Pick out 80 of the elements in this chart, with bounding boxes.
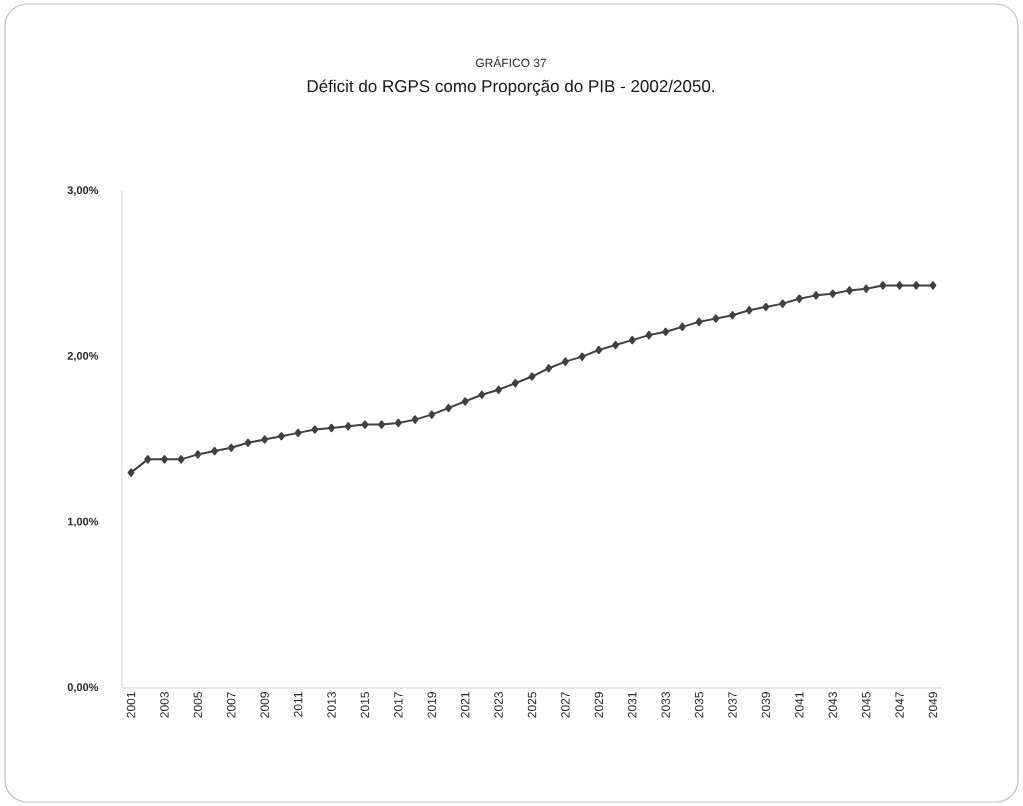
x-tick-label: 2017 — [394, 692, 403, 718]
point — [846, 286, 853, 295]
x-tick-label: 2037 — [728, 692, 737, 718]
y-tick-label: 3,00% — [67, 186, 99, 196]
point — [244, 438, 252, 447]
x-tick-label: 2031 — [628, 692, 637, 718]
x-tick-label: 2011 — [293, 692, 303, 717]
x-tick-label: 2029 — [594, 692, 604, 718]
point — [278, 431, 285, 441]
x-tick-label: 2021 — [460, 692, 470, 718]
point — [177, 455, 185, 464]
point — [645, 330, 653, 340]
point — [495, 385, 502, 394]
point — [762, 302, 770, 312]
point — [879, 281, 887, 290]
point — [829, 289, 837, 298]
x-tick-label: 2009 — [260, 692, 269, 718]
point — [461, 397, 469, 406]
x-tick-label: 2041 — [795, 692, 804, 718]
point — [712, 314, 720, 323]
point — [394, 418, 402, 428]
point — [261, 435, 269, 444]
x-tick-label: 2007 — [227, 692, 236, 718]
point — [628, 335, 636, 345]
point — [428, 410, 436, 419]
point — [127, 468, 135, 477]
x-tick-label: 2033 — [661, 692, 670, 718]
point — [612, 340, 619, 350]
y-tick-label: 0,00% — [67, 683, 99, 693]
x-tick-label: 2005 — [193, 692, 203, 718]
point — [745, 306, 753, 315]
point — [795, 294, 803, 303]
point — [929, 281, 937, 290]
x-tick-label: 2047 — [895, 692, 904, 718]
point — [227, 443, 235, 452]
point — [411, 415, 419, 424]
point — [896, 281, 903, 290]
point — [729, 311, 736, 320]
x-tick-label: 2023 — [494, 692, 503, 718]
point — [695, 317, 703, 327]
x-tick-label: 2001 — [126, 692, 136, 718]
point — [211, 446, 218, 456]
chart-title: GRÁFICO 37 — [475, 56, 547, 68]
x-tick-label: 2013 — [327, 692, 336, 718]
x-tick-label: 2027 — [561, 692, 570, 718]
x-tick-label: 2003 — [160, 692, 169, 718]
point — [144, 455, 152, 464]
point — [528, 372, 536, 381]
y-tick-label: 1,00% — [67, 517, 99, 528]
x-tick-label: 2045 — [861, 692, 871, 718]
point — [862, 284, 870, 293]
x-tick-label: 2035 — [694, 692, 704, 718]
point — [445, 403, 452, 413]
point — [595, 345, 603, 355]
point — [662, 327, 670, 337]
point — [511, 378, 519, 388]
x-tick-label: 2015 — [360, 692, 370, 718]
point — [545, 364, 553, 373]
point — [328, 423, 335, 433]
x-tick-label: 2025 — [527, 692, 537, 718]
x-tick-label: 2019 — [427, 692, 436, 718]
point — [562, 357, 569, 366]
point — [478, 390, 486, 399]
x-tick-label: 2049 — [928, 692, 938, 718]
point — [311, 425, 319, 434]
point — [294, 428, 302, 438]
x-tick-label: 2039 — [761, 692, 771, 718]
point — [378, 420, 386, 429]
y-tick-label: 2,00% — [67, 351, 99, 362]
point — [578, 352, 586, 361]
point — [344, 422, 352, 431]
point — [161, 455, 168, 464]
point — [912, 281, 920, 290]
point — [361, 420, 369, 429]
point — [678, 322, 686, 332]
point — [194, 450, 202, 459]
x-tick-label: 2043 — [828, 692, 837, 718]
point — [779, 299, 787, 308]
point — [812, 291, 820, 300]
chart-subtitle: Déficit do RGPS como Proporção do PIB - 2002/2050. — [307, 79, 714, 96]
